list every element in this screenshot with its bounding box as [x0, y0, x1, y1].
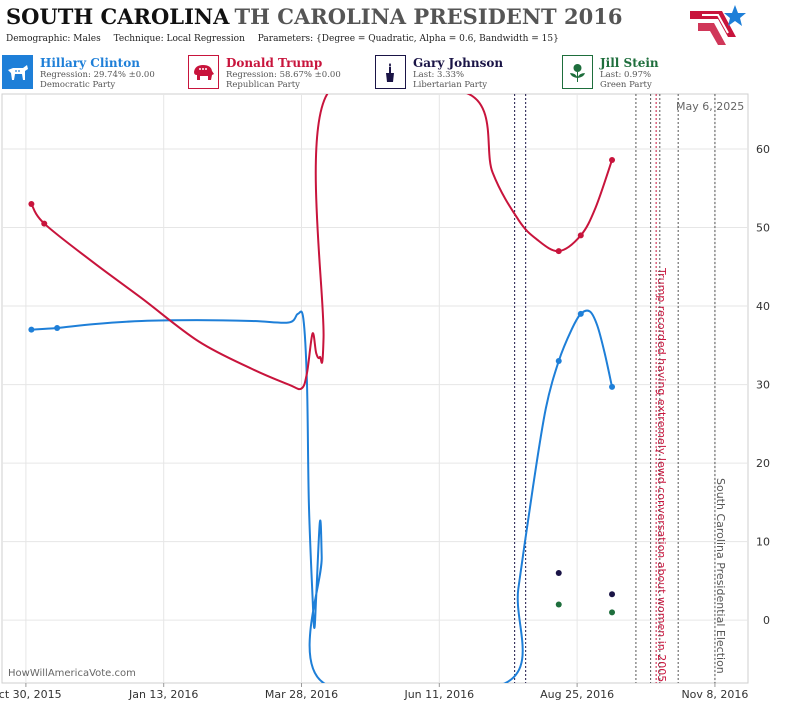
legend-party: Libertarian Party [413, 80, 488, 90]
technique-label: Technique: Local Regression [113, 34, 245, 44]
event-label: South Carolina Presidential Election [714, 478, 727, 674]
legend-stat: Last: 0.97% [600, 70, 652, 80]
legend-stat: Regression: 29.74% ±0.00 [40, 70, 155, 80]
data-point-donald-trump [577, 232, 584, 239]
title-main: SOUTH CAROLINA [6, 4, 230, 29]
data-points [28, 156, 616, 616]
site-logo [690, 5, 746, 45]
legend-box-clinton [2, 55, 33, 89]
data-point-hillary-clinton [28, 326, 35, 333]
y-tick-label: 40 [756, 300, 770, 313]
y-tick-label: 10 [756, 536, 770, 549]
legend-box-stein [562, 55, 593, 89]
x-tick-label: Mar 28, 2016 [265, 688, 338, 701]
data-point-gary-johnson [555, 570, 562, 577]
x-tick-label: Nov 8, 2016 [681, 688, 748, 701]
data-point-donald-trump [609, 156, 616, 163]
x-tick-label: Jun 11, 2016 [403, 688, 474, 701]
y-tick-label: 20 [756, 457, 770, 470]
donkey-icon [8, 64, 28, 80]
data-point-hillary-clinton [609, 383, 616, 390]
series-curves [30, 94, 614, 683]
data-point-hillary-clinton [54, 325, 61, 332]
gridlines [1, 93, 749, 684]
x-tick-label: Oct 30, 2015 [0, 688, 62, 701]
data-point-gary-johnson [609, 591, 616, 598]
y-tick-label: 50 [756, 222, 770, 235]
demographic-label: Demographic: Males [6, 34, 101, 44]
legend-name: Hillary Clinton [40, 56, 140, 70]
legend-party: Republican Party [226, 80, 300, 90]
data-point-donald-trump [28, 200, 35, 207]
event-label: Trump recorded having extremely lewd con… [655, 267, 668, 682]
legend-name: Jill Stein [600, 56, 659, 70]
elephant-icon [194, 64, 214, 80]
data-point-hillary-clinton [555, 358, 562, 365]
chart-title: SOUTH CAROLINA TH CAROLINA PRESIDENT 201… [6, 4, 622, 29]
parameters-line: Demographic: Males Technique: Local Regr… [6, 34, 569, 44]
legend-box-trump [188, 55, 219, 89]
legend-box-johnson [375, 55, 406, 89]
legend-name: Gary Johnson [413, 56, 504, 70]
legend-party: Green Party [600, 80, 652, 90]
x-tick-label: Jan 13, 2016 [128, 688, 198, 701]
y-tick-label: 0 [763, 614, 770, 627]
x-tick-label: Aug 25, 2016 [540, 688, 614, 701]
data-point-hillary-clinton [577, 310, 584, 317]
data-point-donald-trump [41, 220, 48, 227]
y-tick-label: 60 [756, 143, 770, 156]
liberty-torch-icon [386, 62, 394, 82]
legend-name: Donald Trump [226, 56, 323, 70]
series-line-donald-trump [30, 94, 613, 391]
green-flower-icon [570, 63, 585, 82]
data-point-jill-stein [609, 609, 616, 616]
legend-stat: Regression: 58.67% ±0.00 [226, 70, 341, 80]
legend-party: Democratic Party [40, 80, 116, 90]
axes: 0 10 20 30 40 50 60 Oct 30, 2015 Jan 13, 2016 Mar… [0, 143, 770, 701]
title-sub: TH CAROLINA PRESIDENT 2016 [234, 4, 623, 29]
data-point-donald-trump [555, 248, 562, 255]
y-tick-label: 30 [756, 379, 770, 392]
parameters-label: Parameters: {Degree = Quadratic, Alpha =… [257, 34, 559, 44]
legend-stat: Last: 3.33% [413, 70, 465, 80]
data-point-jill-stein [555, 601, 562, 608]
event-lines: Trump recorded having extremely lewd con… [514, 94, 727, 683]
site-credit: HowWillAmericaVote.com [8, 668, 136, 679]
plot-frame [1, 93, 749, 684]
date-stamp: May 6, 2025 [676, 100, 745, 113]
series-line-hillary-clinton [31, 309, 614, 683]
